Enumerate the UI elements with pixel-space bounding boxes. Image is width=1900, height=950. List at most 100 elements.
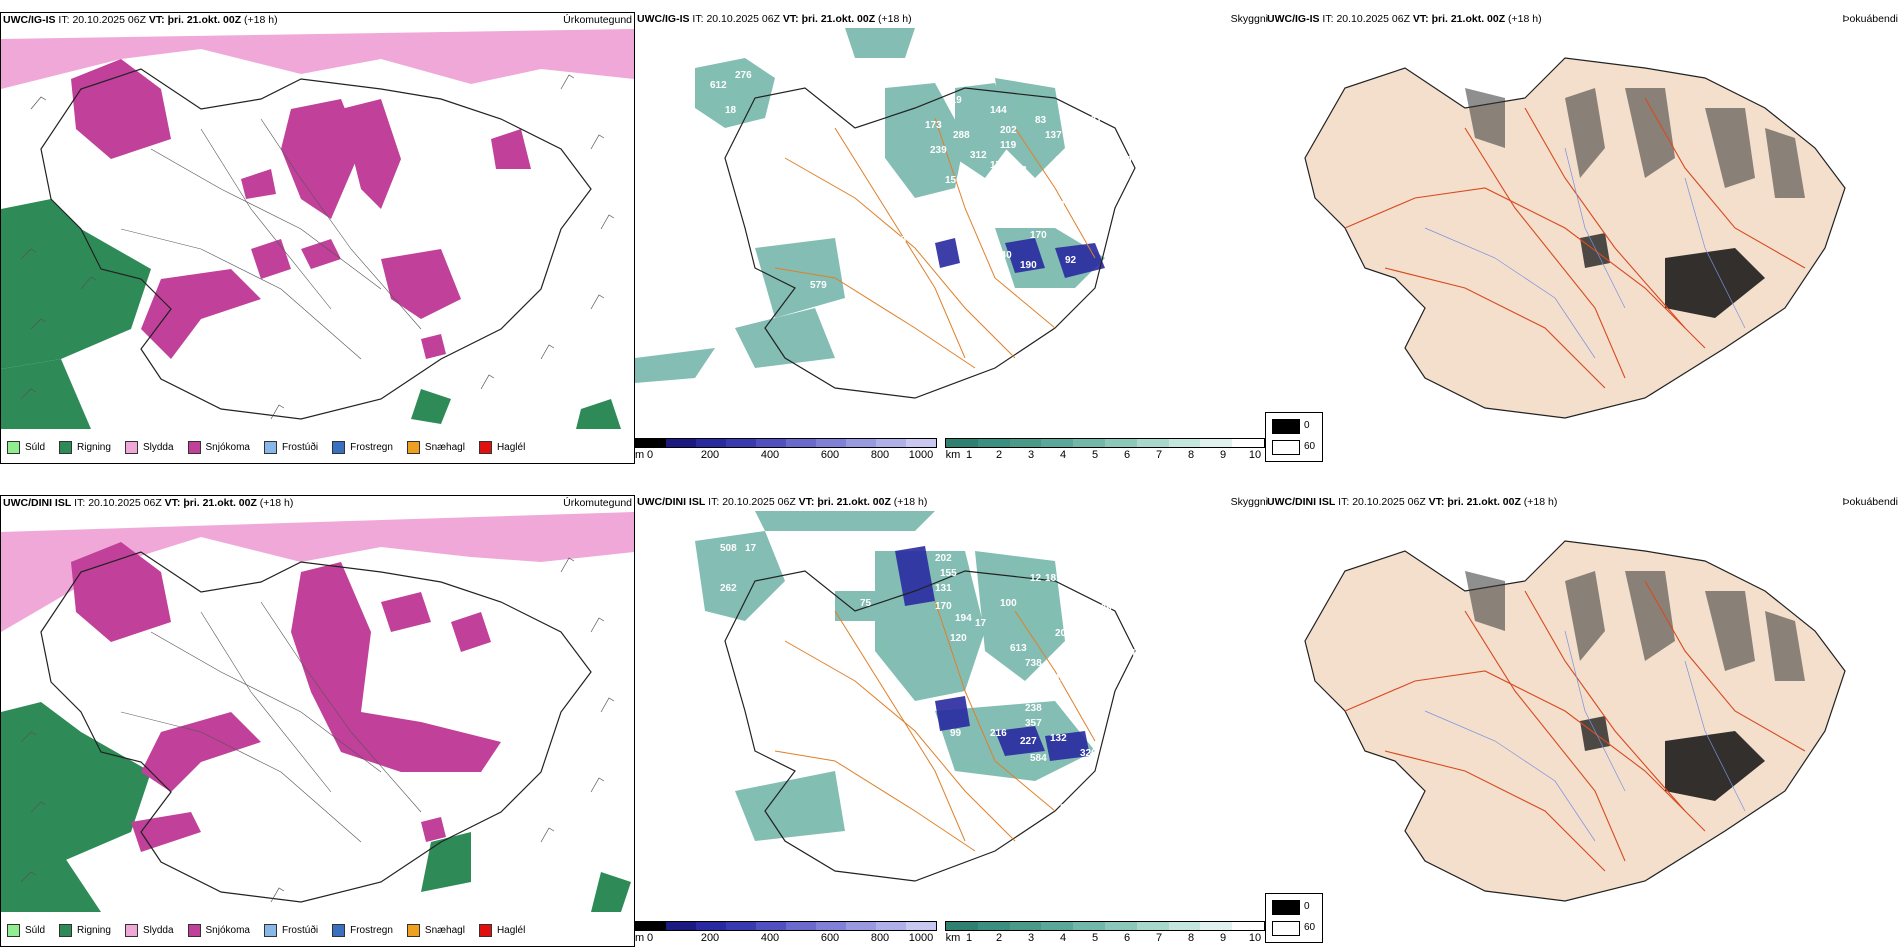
value-label: 18 [895,235,907,246]
cbar-tick: 2 [995,449,1003,461]
value-label: 181 [1045,573,1062,584]
cbar-unit: m [635,449,645,461]
value-label: 645 [850,573,867,584]
value-label: 320 [1080,748,1097,759]
valid-time: þri. 21.okt. 00Z [1447,496,1521,508]
init-time: 20.10.2025 06Z [722,496,796,508]
value-label: 156 [945,175,962,186]
legend-item: Haglél [478,923,525,937]
cbar-tick: 1 [965,449,973,461]
cbar-tick: 800 [870,449,890,461]
cbar-tick: 5 [1091,449,1099,461]
legend-item: Rigning [59,440,111,454]
legend-item: Rigning [59,923,111,937]
value-label: 99 [950,728,962,739]
cbar-tick: 0 [646,449,654,461]
cbar-tick: 800 [870,932,890,944]
visibility-colorbar: km 1 2 3 4 5 6 7 8 9 10 [945,438,1265,463]
cbar-tick: 3 [1027,449,1035,461]
value-label: 579 [810,280,827,291]
value-label: 109 [1095,603,1112,614]
value-label: 174 [1055,673,1072,684]
cbar-tick: 9 [1219,932,1227,944]
panel-title: Þokuábendi [1842,496,1898,508]
fog-map [1304,540,1846,902]
value-label: 77 [1110,733,1122,744]
value-label: 238 [1025,703,1042,714]
model-name: UWC/IG-IS [3,14,56,26]
value-label: 236 [1080,568,1097,579]
value-label: 288 [953,130,970,141]
cbar-tick: 9 [1219,449,1227,461]
panel-title: Úrkomutegund [563,497,632,509]
cbar-tick: 0 [646,932,654,944]
value-label: 194 [955,613,972,624]
fog-legend-low: 60 [1304,441,1316,452]
cloud-map: 276 612 18 319 144 173 288 239 312 119 2… [635,28,1270,428]
cbar-tick: 6 [1123,932,1131,944]
legend-item: Snæhagl [406,923,465,937]
precip-panel-row2: UWC/DINI ISL IT: 20.10.2025 06Z VT: þri.… [0,495,635,947]
cbar-tick: 8 [1187,932,1195,944]
value-label: 131 [935,583,952,594]
cbar-tick: 4 [1059,449,1067,461]
legend-item: Frostregn [332,923,393,937]
legend-item: Slydda [124,440,174,454]
value-label: 239 [930,145,947,156]
value-label: 276 [735,70,752,81]
value-label: 170 [935,601,952,612]
fog-legend-row2: 0 60 [1265,893,1323,943]
value-label: 150 [1115,155,1132,166]
value-label: 508 [720,543,737,554]
panel-title: Úrkomutegund [563,14,632,26]
cbar-tick: 200 [700,449,720,461]
cbar-tick: 6 [1123,449,1131,461]
value-label: 46 [1130,648,1142,659]
value-label: 78 [960,235,972,246]
value-label: 202 [935,553,952,564]
panel-title: Skyggni [1230,496,1268,508]
value-label: 227 [1020,736,1037,747]
precip-legend: Súld Rigning Slydda Snjókoma Frostúði Fr… [1,914,634,946]
value-label: 547 [1005,185,1022,196]
cbar-tick: 400 [760,932,780,944]
value-label: 135 [1125,623,1142,634]
value-label: 155 [940,568,957,579]
cbar-tick: 4 [1059,932,1067,944]
cloud-base-colorbar: m 0 200 400 600 800 1000 [635,921,937,946]
value-label: 17 [745,543,757,554]
fog-legend-high: 0 [1304,420,1310,431]
cbar-tick: 600 [820,932,840,944]
cloud-map: 508 17 262 435 645 75 202 155 131 170 19… [635,511,1270,911]
value-label: 210 [1090,583,1107,594]
cbar-tick: 7 [1155,449,1163,461]
value-label: 75 [860,598,872,609]
panel-header: UWC/DINI ISL IT: 20.10.2025 06Z VT: þri.… [1267,496,1558,508]
init-time: 20.10.2025 06Z [1352,496,1426,508]
visibility-colorbar: km 1 2 3 4 5 6 7 8 9 10 [945,921,1265,946]
legend-item: Snjókoma [187,440,250,454]
valid-time: þri. 21.okt. 00Z [801,13,876,25]
fog-map [1304,57,1846,419]
cbar-tick: 2 [995,932,1003,944]
value-label: 18 [1140,135,1152,146]
cbar-tick: 8 [1187,449,1195,461]
model-name: UWC/IG-IS [637,13,690,25]
legend-item: Frostúði [263,440,318,454]
value-label: 204 [1055,330,1072,341]
value-label: 205 [1055,628,1072,639]
init-time: 20.10.2025 06Z [1336,13,1410,25]
value-label: 173 [925,120,942,131]
lead-time: (+18 h) [259,497,294,509]
value-label: 17 [975,618,987,629]
cloud-base-labels: 276 612 18 319 144 173 288 239 312 119 2… [710,70,1152,341]
cbar-tick: 10 [1248,932,1262,944]
lead-time: (+18 h) [1508,13,1542,25]
precip-panel-row1: UWC/IG-IS IT: 20.10.2025 06Z VT: þri. 21… [0,12,635,464]
legend-item: Snjókoma [187,923,250,937]
value-label: 83 [1035,115,1047,126]
legend-item: Snæhagl [406,440,465,454]
cbar-tick: 1000 [908,932,934,944]
value-label: 73 [1115,260,1127,271]
value-label: 738 [1025,658,1042,669]
